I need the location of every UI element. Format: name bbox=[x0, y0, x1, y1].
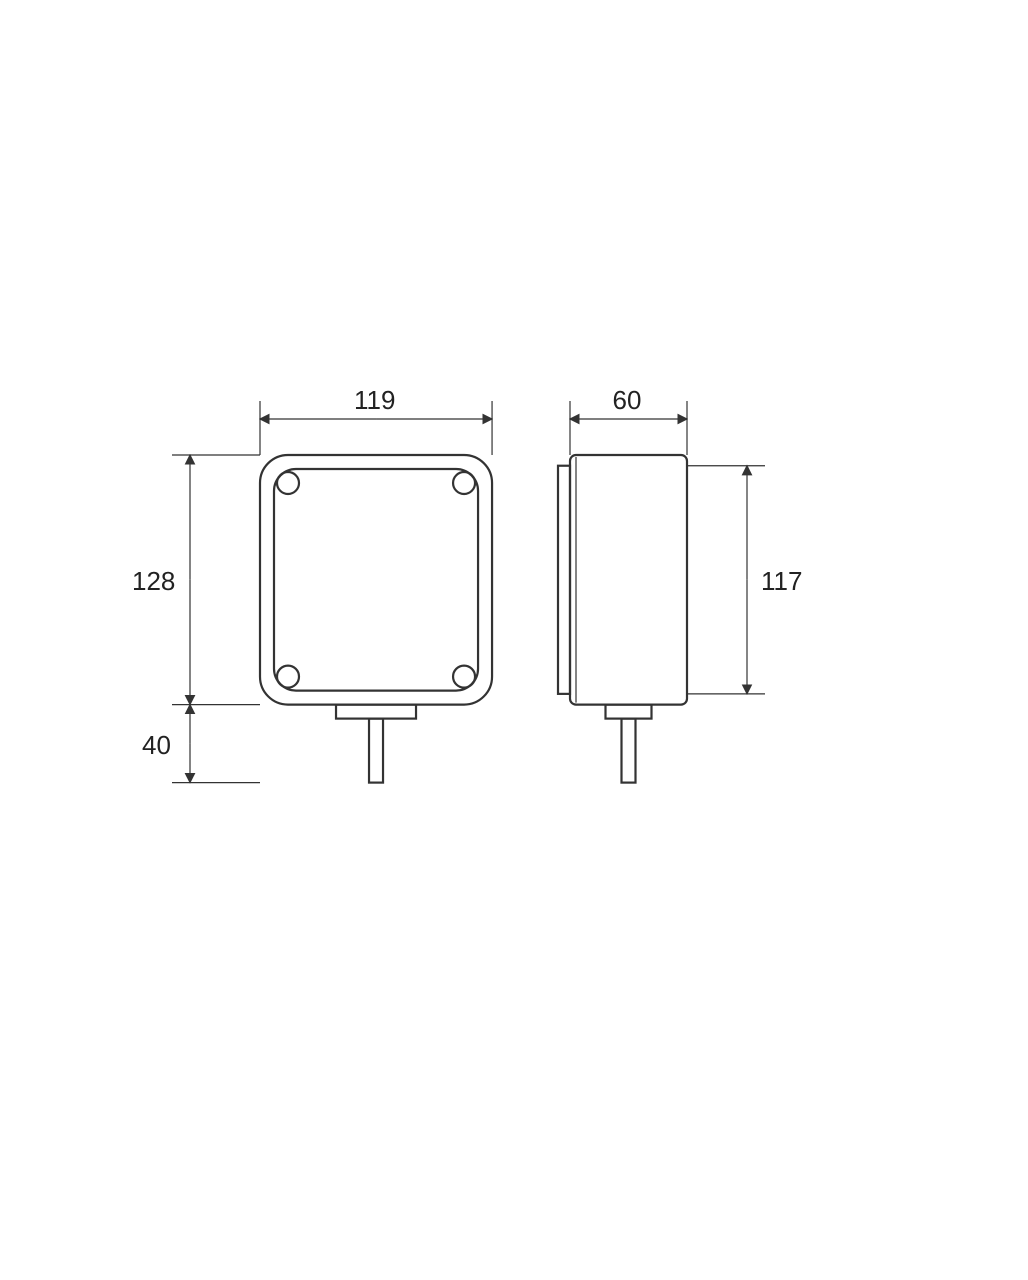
dim-label-depth-60: 60 bbox=[613, 385, 642, 416]
dim-label-stub-40: 40 bbox=[142, 730, 171, 761]
diagram-svg bbox=[0, 0, 1028, 1280]
dim-label-height-128: 128 bbox=[132, 566, 175, 597]
dim-label-width-119: 119 bbox=[354, 385, 395, 416]
drawing-canvas: 119 60 128 117 40 bbox=[0, 0, 1028, 1280]
dim-label-lens-117: 117 bbox=[761, 566, 802, 597]
